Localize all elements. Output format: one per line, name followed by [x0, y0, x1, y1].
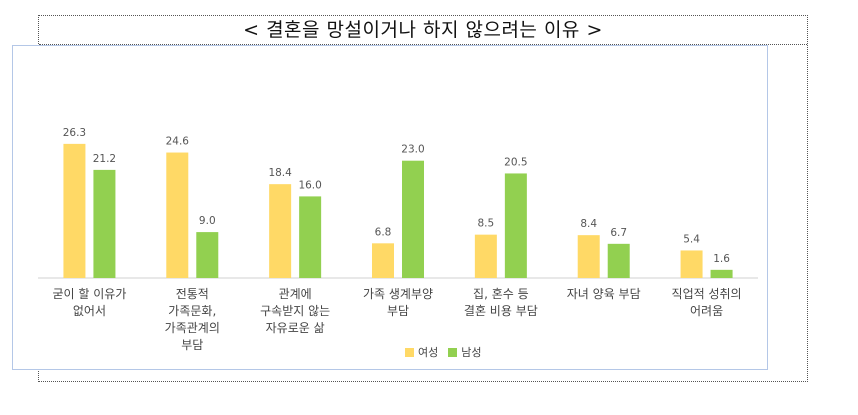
legend: 여성 남성	[405, 344, 482, 360]
category-label-line: 결혼 비용 부담	[464, 304, 538, 318]
data-label-female-6: 5.4	[683, 233, 700, 245]
legend-swatch-male	[448, 347, 458, 357]
category-label-line: 직업적 성취의	[672, 287, 742, 301]
category-label-5: 자녀 양육 부담	[567, 287, 641, 301]
bar-male-3	[402, 160, 424, 278]
data-label-male-0: 21.2	[93, 153, 116, 165]
data-label-male-3: 23.0	[401, 144, 424, 156]
category-label-line: 부담	[181, 338, 203, 352]
data-label-female-1: 24.6	[166, 136, 190, 148]
data-label-female-4: 8.5	[478, 218, 495, 230]
data-label-male-5: 6.7	[610, 227, 627, 239]
legend-label-female: 여성	[418, 346, 439, 359]
bar-female-3	[372, 243, 394, 278]
bar-male-2	[299, 196, 322, 278]
category-label-line: 집, 혼수 등	[473, 287, 529, 301]
bar-female-1	[166, 152, 189, 278]
data-label-female-0: 26.3	[63, 127, 86, 139]
category-label-line: 자유로운 삶	[266, 321, 325, 335]
category-label-line: 없어서	[73, 304, 106, 318]
category-label-line: 전통적	[176, 287, 209, 301]
bar-male-6	[710, 269, 733, 278]
data-label-female-5: 8.4	[580, 218, 597, 230]
data-label-male-1: 9.0	[199, 215, 216, 227]
category-label-line: 부담	[387, 304, 409, 318]
category-label-line: 어려움	[690, 304, 723, 318]
category-label-line: 구속받지 않는	[260, 304, 330, 318]
category-label-line: 가족 생계부양	[363, 287, 433, 301]
data-label-female-2: 18.4	[268, 167, 292, 179]
legend-swatch-female	[405, 347, 414, 357]
category-label-line: 가족문화,	[168, 304, 216, 318]
category-label-line: 관계에	[279, 287, 312, 301]
chart-title: < 결혼을 망설이거나 하지 않으려는 이유 >	[39, 16, 807, 45]
legend-item-female: 여성	[405, 344, 438, 360]
legend-label-male: 남성	[461, 346, 482, 359]
legend-item-male: 남성	[448, 344, 482, 360]
data-label-male-6: 1.6	[713, 253, 730, 265]
bar-male-5	[607, 243, 630, 278]
chart-panel: 26.3 21.2 굳이 할 이유가 없어서 24.6 9.0 전통적 가족문화, 가족관계의 부…	[12, 45, 768, 370]
category-label-line: 자녀 양육 부담	[567, 287, 641, 301]
category-label-line: 굳이 할 이유가	[52, 287, 126, 301]
bar-male-1	[196, 232, 219, 278]
data-label-male-2: 16.0	[298, 179, 321, 191]
bar-female-6	[680, 250, 703, 278]
data-label-male-4: 20.5	[504, 156, 527, 168]
category-label-line: 가족관계의	[165, 321, 220, 335]
bar-female-0	[63, 143, 86, 278]
bar-female-5	[577, 235, 600, 278]
data-label-female-3: 6.8	[375, 226, 392, 238]
bar-male-4	[504, 173, 527, 278]
bar-female-2	[269, 184, 292, 278]
bar-male-0	[93, 169, 116, 278]
bar-female-4	[474, 234, 497, 278]
